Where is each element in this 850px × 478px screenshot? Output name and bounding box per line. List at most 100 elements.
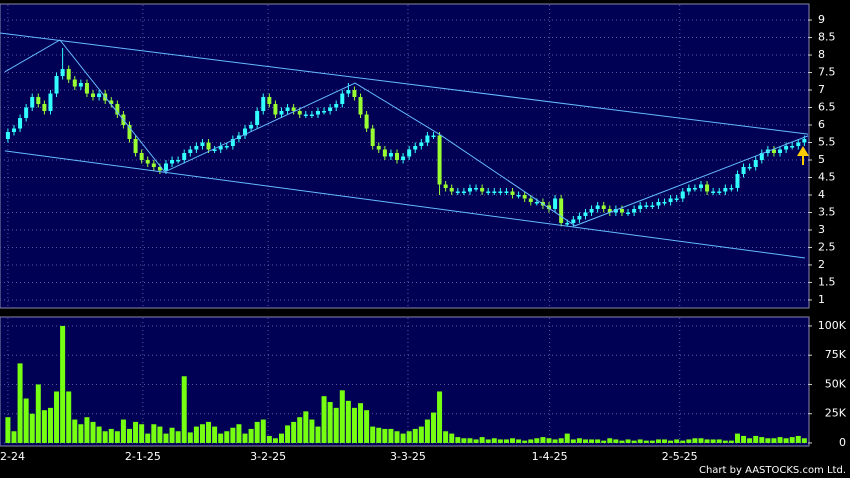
candle-body [309,114,314,117]
y-tick-label: 9 [818,13,825,26]
volume-bar [783,438,789,443]
volume-bar [522,440,528,443]
candle-body [5,132,10,140]
candle-body [778,149,783,154]
candle-body [97,93,102,98]
volume-bar [631,440,637,443]
volume-bar [461,438,467,443]
candle-body [547,205,552,209]
volume-bar [741,435,747,443]
volume-bar [376,427,382,443]
candle-body [522,194,527,199]
candle-body [133,139,138,154]
candle-body [273,104,278,115]
volume-bar [424,419,430,443]
credit: Chart by AASTOCKS.com Ltd. [699,465,846,476]
y-tick-label: 6 [818,118,825,131]
volume-bar [388,428,394,443]
candle-body [297,111,302,115]
volume-bar [473,439,479,443]
volume-bar [394,431,400,443]
y-tick-label: 5.5 [818,136,836,149]
candle-body [577,215,582,220]
candle-body [437,135,442,185]
volume-tick-label: 50K [825,377,847,390]
volume-bar [163,433,169,443]
y-tick-label: 2.5 [818,240,836,253]
candle-body [747,166,752,169]
candle-body [170,159,175,164]
volume-bar [789,437,795,443]
candle-body [188,149,193,154]
volume-bar [278,433,284,443]
candle-body [619,208,624,213]
volume-bar [716,439,722,443]
volume-bar [728,440,734,443]
trend-line [0,32,809,135]
y-tick-label: 7 [818,83,825,96]
candle-body [42,104,47,112]
candle-body [24,107,29,119]
candle-body [431,135,436,138]
volume-bar [242,433,248,443]
price-panel [0,3,810,309]
volume-bar [674,439,680,443]
candle-body [115,104,120,115]
candle-body [626,212,631,214]
candle-body [91,93,96,98]
volume-bar [133,421,139,443]
candle-body [644,205,649,207]
candle-body [729,187,734,190]
volume-bar [576,438,582,443]
candle-body [291,107,296,112]
candle-body [723,187,728,192]
volume-bar [297,417,303,443]
candle-body [54,76,59,94]
volume-bar [570,439,576,443]
candle-body [589,208,594,213]
candle-body [455,191,460,193]
volume-bar [321,396,327,443]
candle-body [553,198,558,209]
candle-body [790,146,795,148]
volume-bar [187,432,193,443]
volume-bar [510,438,516,443]
candle-body [559,198,564,223]
volume-bar [662,439,668,443]
volume-bar [430,412,436,443]
volume-bar [169,427,175,443]
volume-bar [692,438,698,443]
y-tick-label: 4.5 [818,170,836,183]
volume-bar [564,433,570,443]
candle-body [18,118,23,129]
candle-body [449,187,454,192]
candle-body [358,97,363,115]
candle-body [650,205,655,207]
volume-bar [516,439,522,443]
volume-bar [72,419,78,443]
candle-body [504,191,509,193]
volume-bar [412,428,418,443]
candle-body [595,205,600,209]
candle-body [78,83,83,87]
volume-tick-label: 25K [825,407,847,420]
volume-bar [309,419,315,443]
volume-bar [643,440,649,443]
volume-bar [777,437,783,443]
volume-bar [78,424,84,443]
volume-bar [540,437,546,443]
y-tick-label: 8.5 [818,31,836,44]
volume-bar [139,424,145,443]
volume-bar [35,384,41,443]
candle-body [36,97,41,105]
candle-body [224,146,229,148]
candle-body [279,111,284,115]
volume-bar [23,398,29,443]
candle-body [212,149,217,152]
candle-body [613,208,618,213]
candle-body [705,184,710,192]
candle-body [668,198,673,202]
volume-bar [151,424,157,443]
volume-bar [479,437,485,443]
volume-bar [485,439,491,443]
